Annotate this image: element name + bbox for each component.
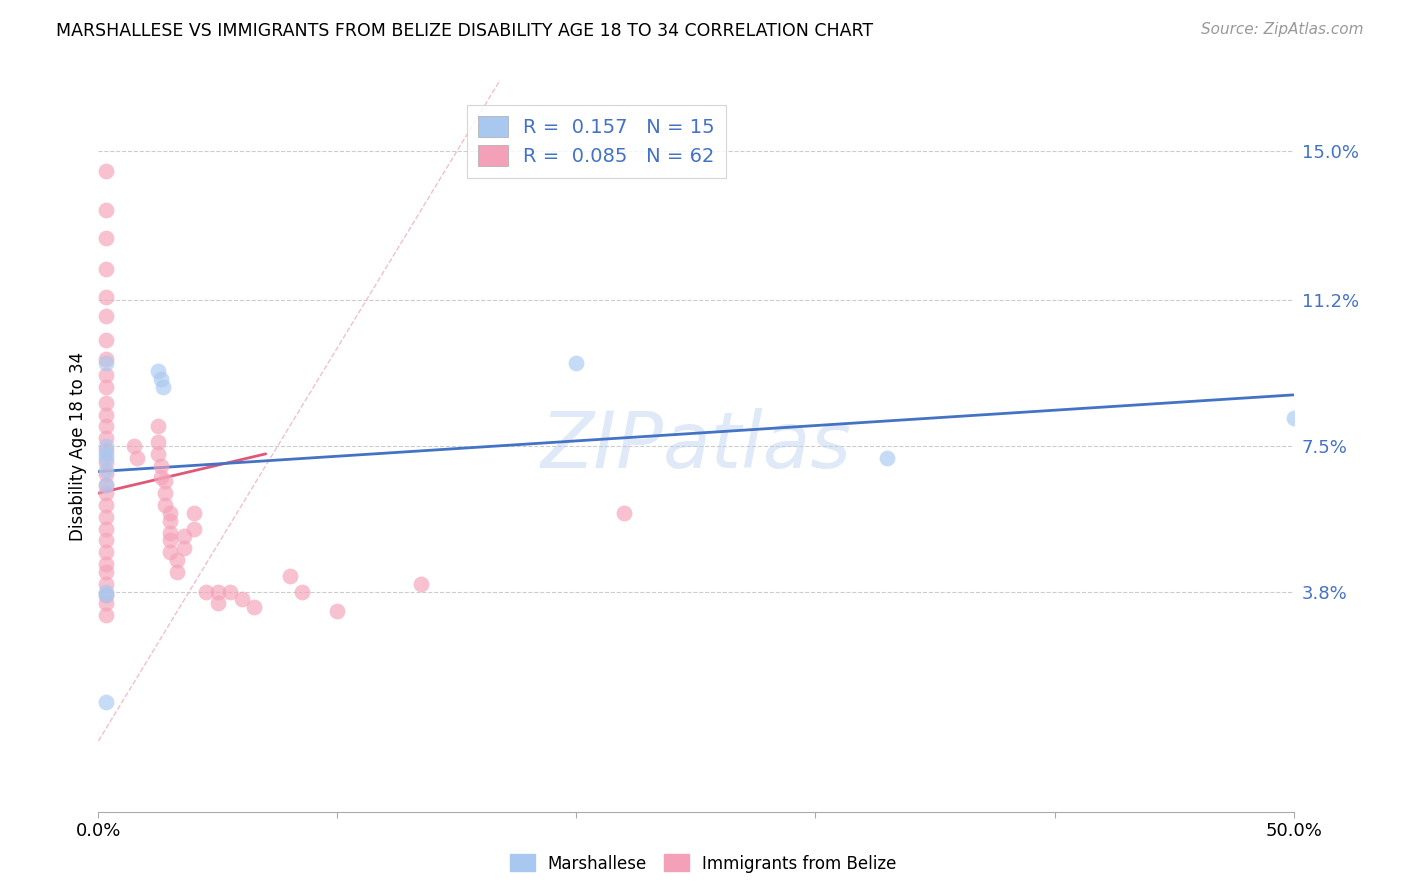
Point (94, 695, 117, 709)
Point (94, 431, 117, 445)
Point (124, 439, 146, 453)
Point (94, 596, 117, 610)
Point (94, 202, 117, 217)
Point (183, 522, 205, 536)
Point (94, 467, 117, 481)
Point (149, 372, 172, 386)
Point (94, 419, 117, 434)
Point (231, 592, 253, 607)
Point (94, 462, 117, 476)
Y-axis label: Disability Age 18 to 34: Disability Age 18 to 34 (69, 351, 87, 541)
Point (207, 584, 229, 599)
Point (326, 604, 349, 618)
Point (94, 408, 117, 422)
Point (219, 584, 242, 599)
Point (155, 498, 177, 512)
Legend: R =  0.157   N = 15, R =  0.085   N = 62: R = 0.157 N = 15, R = 0.085 N = 62 (467, 104, 727, 178)
Point (94, 356, 117, 370)
Point (94, 584, 117, 599)
Point (166, 553, 188, 567)
Point (155, 486, 177, 500)
Point (94, 455, 117, 469)
Point (207, 596, 229, 610)
Point (94, 163, 117, 178)
Point (94, 478, 117, 492)
Point (148, 419, 170, 434)
Text: ZIPatlas: ZIPatlas (540, 408, 852, 484)
Point (152, 380, 174, 394)
Point (148, 364, 170, 378)
Point (94, 533, 117, 548)
Point (173, 541, 195, 556)
Text: MARSHALLESE VS IMMIGRANTS FROM BELIZE DISABILITY AGE 18 TO 34 CORRELATION CHART: MARSHALLESE VS IMMIGRANTS FROM BELIZE DI… (56, 22, 873, 40)
Point (159, 545, 181, 559)
Point (173, 529, 195, 543)
Point (195, 584, 218, 599)
Point (166, 565, 188, 579)
Point (94, 442, 117, 457)
Point (94, 396, 117, 410)
Point (94, 589, 117, 603)
Point (125, 450, 148, 465)
Point (149, 458, 172, 473)
Point (94, 310, 117, 324)
Point (94, 333, 117, 347)
Point (94, 576, 117, 591)
Point (876, 450, 898, 465)
Point (94, 352, 117, 367)
Point (1282, 411, 1305, 425)
Point (149, 470, 172, 484)
Point (411, 576, 433, 591)
Point (291, 584, 314, 599)
Point (94, 557, 117, 571)
Point (94, 498, 117, 512)
Point (94, 478, 117, 492)
Point (94, 262, 117, 277)
Point (94, 565, 117, 579)
Point (94, 380, 117, 394)
Point (159, 514, 181, 528)
Text: Source: ZipAtlas.com: Source: ZipAtlas.com (1201, 22, 1364, 37)
Point (278, 568, 301, 582)
Point (148, 447, 170, 461)
Point (243, 600, 266, 615)
Point (94, 509, 117, 524)
Point (94, 368, 117, 383)
Point (94, 450, 117, 465)
Point (159, 525, 181, 540)
Point (159, 506, 181, 520)
Point (94, 608, 117, 623)
Point (148, 435, 170, 450)
Point (183, 506, 205, 520)
Point (94, 589, 117, 603)
Point (565, 356, 588, 370)
Point (159, 533, 181, 548)
Point (94, 439, 117, 453)
Point (94, 230, 117, 244)
Point (94, 486, 117, 500)
Point (94, 522, 117, 536)
Point (155, 475, 177, 489)
Point (94, 289, 117, 303)
Point (94, 447, 117, 461)
Legend: Marshallese, Immigrants from Belize: Marshallese, Immigrants from Belize (503, 847, 903, 880)
Point (94, 545, 117, 559)
Point (613, 506, 636, 520)
